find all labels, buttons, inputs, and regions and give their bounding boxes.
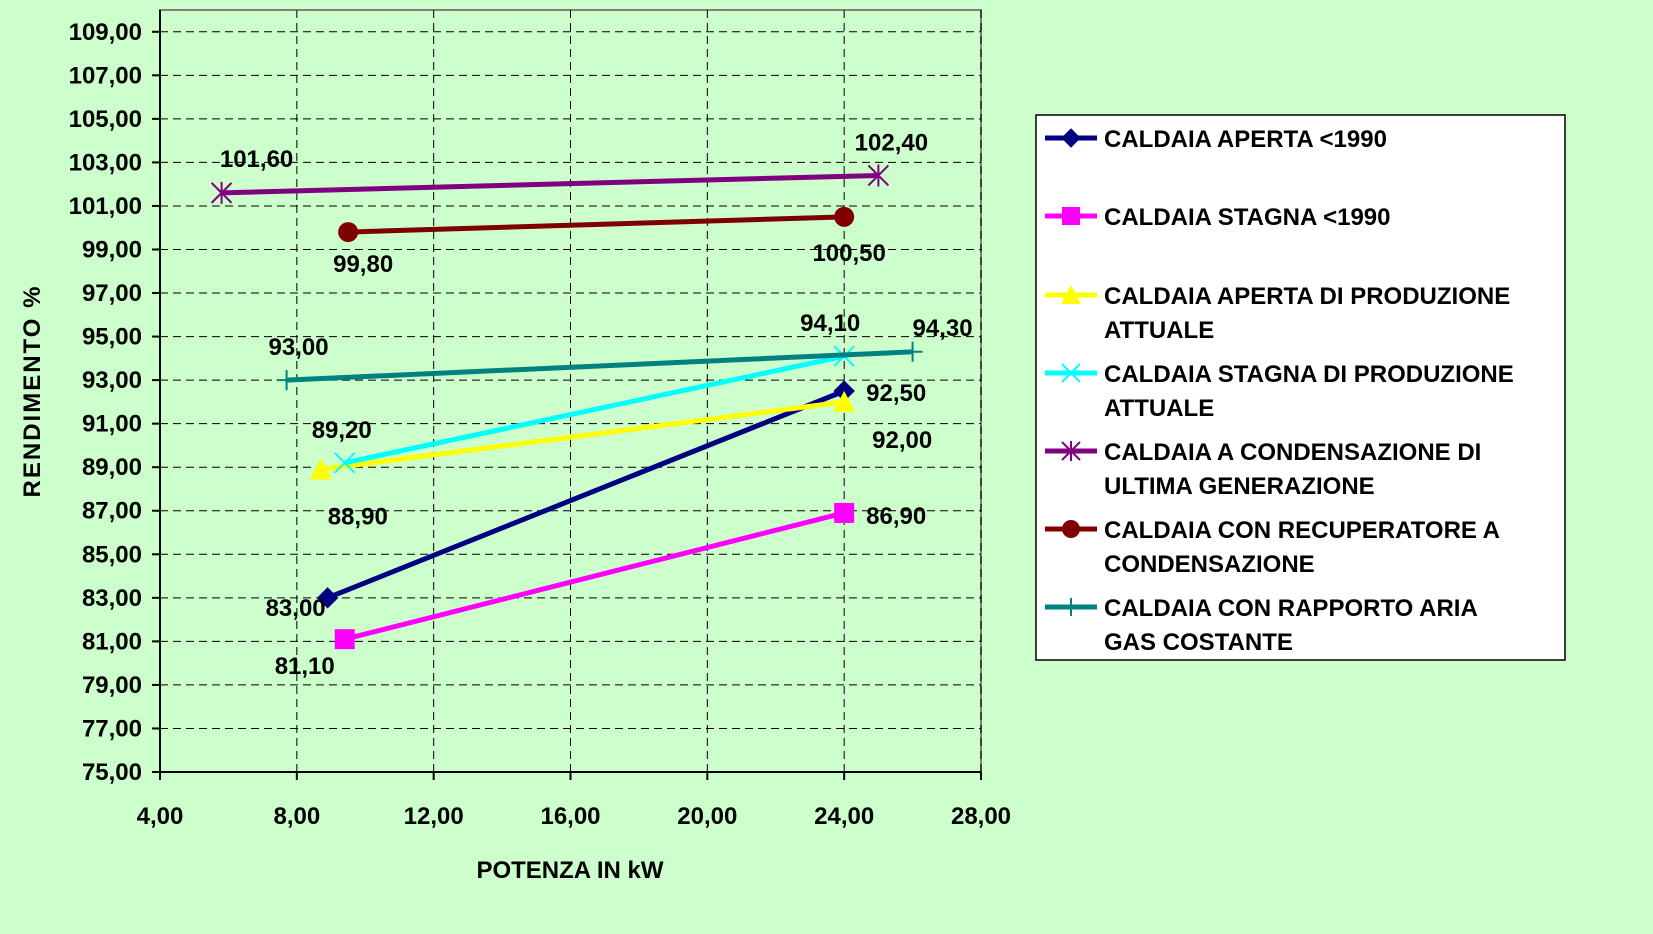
data-point [210, 181, 233, 204]
legend-marker [1061, 128, 1081, 148]
legend-label: CALDAIA CON RAPPORTO ARIA [1104, 595, 1478, 622]
legend-item: CALDAIA STAGNA <1990 [1045, 204, 1391, 231]
data-label: 86,90 [866, 503, 926, 530]
data-point [834, 206, 855, 227]
legend: CALDAIA APERTA <1990 CALDAIA STAGNA <1990… [1035, 114, 1566, 661]
x-tick-label: 16,00 [540, 803, 600, 830]
y-tick-label: 79,00 [82, 672, 142, 699]
series-line [286, 349, 913, 383]
data-labels: 83,00 92,50 81,10 86,90 88,90 92,00 89,20 94,10… [220, 129, 973, 680]
legend-item: CALDAIA CON RECUPERATORE A CONDENSAZIONE [1045, 517, 1500, 578]
legend-label: GAS COSTANTE [1104, 629, 1293, 656]
y-axis-title: RENDIMENTO % [19, 285, 46, 498]
grid-lines [160, 10, 982, 772]
series-5 [210, 164, 890, 204]
x-tick-label: 4,00 [137, 803, 184, 830]
data-label: 83,00 [266, 595, 326, 622]
x-tick-label: 20,00 [677, 803, 737, 830]
y-tick-label: 107,00 [69, 62, 142, 89]
legend-item: CALDAIA APERTA DI PRODUZIONE ATTUALE [1045, 283, 1510, 344]
legend-label: CALDAIA CON RECUPERATORE A [1104, 517, 1500, 544]
data-label: 89,20 [312, 417, 372, 444]
y-tick-label: 87,00 [82, 498, 142, 525]
data-label: 99,80 [333, 251, 393, 278]
series-2 [334, 502, 855, 650]
legend-marker [1061, 441, 1081, 461]
x-tick-label: 8,00 [273, 803, 320, 830]
data-point [902, 341, 923, 362]
y-tick-label: 103,00 [69, 149, 142, 176]
x-tick-label: 24,00 [814, 803, 874, 830]
data-point [834, 502, 855, 523]
data-point [316, 587, 339, 609]
series-7 [276, 341, 923, 391]
legend-item: CALDAIA A CONDENSAZIONE DI ULTIMA GENERAZ… [1045, 439, 1481, 500]
y-tick-label: 91,00 [82, 411, 142, 438]
legend-item: CALDAIA APERTA <1990 [1045, 126, 1387, 153]
data-point [338, 222, 359, 243]
data-label: 81,10 [275, 653, 335, 680]
data-label: 93,00 [269, 334, 329, 361]
series-line [344, 510, 845, 642]
x-tick-label: 12,00 [404, 803, 464, 830]
legend-marker [1062, 520, 1080, 538]
y-tick-label: 77,00 [82, 715, 142, 742]
series-line [221, 172, 879, 196]
y-tick-label: 109,00 [69, 19, 142, 46]
y-tick-label: 101,00 [69, 193, 142, 220]
legend-item: CALDAIA CON RAPPORTO ARIA GAS COSTANTE [1045, 595, 1478, 656]
data-point [309, 458, 332, 480]
series-3 [309, 390, 856, 480]
data-point [334, 452, 356, 474]
legend-label: CALDAIA APERTA DI PRODUZIONE [1104, 283, 1510, 310]
legend-label: CALDAIA STAGNA <1990 [1104, 204, 1391, 231]
y-tick-label: 105,00 [69, 106, 142, 133]
y-tick-label: 95,00 [82, 324, 142, 351]
legend-box [1035, 114, 1566, 661]
series-line [326, 388, 846, 601]
legend-marker [1062, 598, 1080, 616]
series-group [210, 164, 923, 650]
series-6 [338, 206, 855, 243]
data-label: 94,10 [800, 310, 860, 337]
data-label: 94,30 [913, 315, 973, 342]
y-tick-label: 93,00 [82, 367, 142, 394]
legend-label: ATTUALE [1104, 317, 1214, 344]
legend-label: CONDENSAZIONE [1104, 551, 1315, 578]
legend-marker [1062, 207, 1080, 225]
tick-labels: 75,00 77,00 79,00 81,00 83,00 85,00 87,00 89,00… [69, 19, 1011, 830]
data-point [334, 629, 355, 650]
legend-label: CALDAIA STAGNA DI PRODUZIONE [1104, 361, 1514, 388]
y-tick-label: 83,00 [82, 585, 142, 612]
legend-label: ATTUALE [1104, 395, 1214, 422]
data-label: 88,90 [328, 503, 388, 530]
series-line [348, 214, 845, 235]
series-line [320, 399, 845, 472]
y-tick-label: 75,00 [82, 759, 142, 786]
data-label: 92,50 [866, 380, 926, 407]
data-point [867, 164, 890, 187]
y-tick-label: 89,00 [82, 454, 142, 481]
data-label: 101,60 [220, 146, 293, 173]
data-point [833, 390, 856, 412]
x-tick-label: 28,00 [951, 803, 1011, 830]
legend-marker [1061, 285, 1081, 304]
data-label: 92,00 [872, 427, 932, 454]
legend-label: ULTIMA GENERAZIONE [1104, 473, 1375, 500]
data-label: 100,50 [812, 240, 885, 267]
legend-label: CALDAIA APERTA <1990 [1104, 126, 1387, 153]
legend-item: CALDAIA STAGNA DI PRODUZIONE ATTUALE [1045, 361, 1514, 422]
legend-marker [1061, 363, 1081, 383]
y-tick-label: 97,00 [82, 280, 142, 307]
data-point [276, 370, 297, 391]
data-label: 102,40 [855, 129, 928, 156]
y-tick-label: 99,00 [82, 236, 142, 263]
x-axis-title: POTENZA IN kW [476, 857, 663, 884]
y-tick-label: 81,00 [82, 628, 142, 655]
y-tick-label: 85,00 [82, 541, 142, 568]
legend-label: CALDAIA A CONDENSAZIONE DI [1104, 439, 1481, 466]
series-line [344, 353, 845, 466]
